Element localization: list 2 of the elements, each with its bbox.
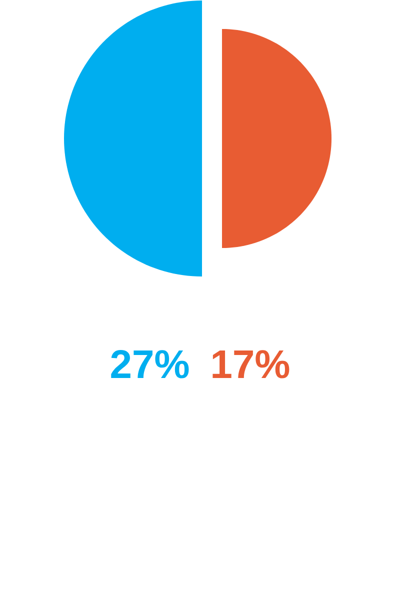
data-label: 17% — [212, 350, 290, 378]
data-label: 27% — [111, 350, 189, 378]
